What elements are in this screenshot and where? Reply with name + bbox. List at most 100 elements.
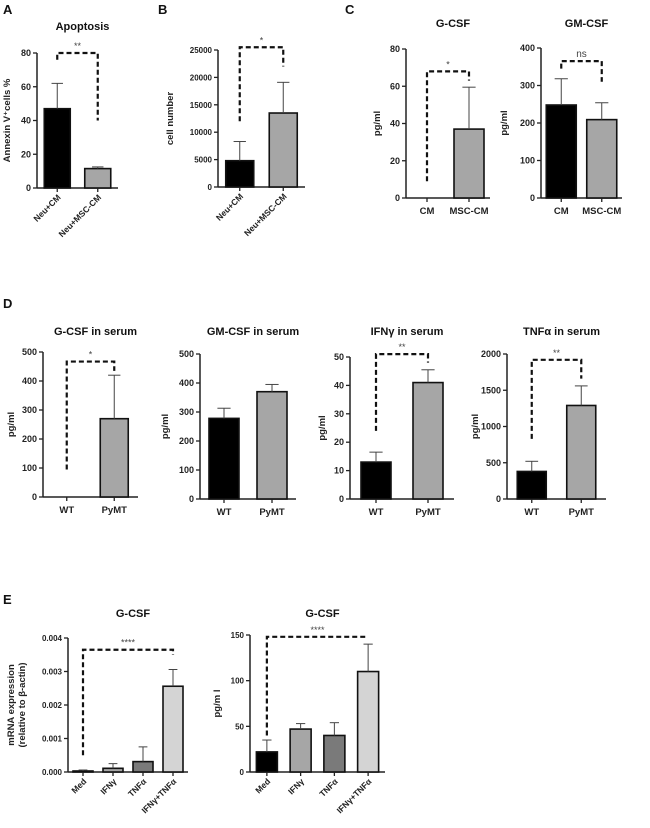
y-axis-label: pg/m l: [212, 690, 223, 718]
y-tick-label: 400: [179, 378, 194, 388]
x-tick-label: WT: [369, 507, 384, 518]
y-tick-label: 200: [179, 436, 194, 446]
x-tick-label: PyMT: [415, 507, 441, 518]
y-tick-label: 2000: [481, 349, 501, 359]
y-tick-label: 0.001: [42, 735, 63, 744]
y-tick-label: 80: [21, 48, 31, 58]
y-tick-label: 500: [22, 347, 37, 357]
x-tick-label: PyMT: [259, 507, 285, 518]
x-tick-label: PyMT: [569, 507, 595, 518]
chart-title: GM-CSF in serum: [207, 326, 300, 338]
chart-title: G-CSF: [116, 608, 151, 620]
panel-letter-d: D: [3, 296, 13, 311]
significance-bracket: [265, 635, 369, 736]
chart-C-gmcsf: 0 100 200 300 400 CM MSC-CM ns GM-CSF pg/ml: [499, 18, 622, 217]
chart-title: IFNγ in serum: [371, 326, 444, 338]
x-tick-label: Med: [253, 776, 272, 795]
y-tick-label: 0: [189, 494, 194, 504]
y-tick-label: 400: [520, 43, 535, 53]
bar-0: [516, 470, 548, 500]
y-tick-label: 50: [334, 352, 344, 362]
y-tick-label: 60: [390, 81, 400, 91]
y-axis-label: (relative to β-actin): [17, 663, 28, 748]
y-tick-label: 1500: [481, 385, 501, 395]
bar-1: [268, 112, 299, 188]
bar-0: [255, 751, 279, 773]
bar-1: [256, 390, 288, 500]
significance-bracket: [530, 358, 583, 439]
y-tick-label: 25000: [190, 46, 213, 55]
y-tick-label: 100: [22, 463, 37, 473]
significance-label: *: [446, 59, 450, 69]
x-tick-label: CM: [420, 206, 435, 217]
y-axis-label: pg/ml: [499, 110, 510, 135]
y-tick-label: 300: [520, 81, 535, 91]
bar-0: [208, 417, 240, 500]
y-tick-label: 200: [22, 434, 37, 444]
y-tick-label: 0: [530, 193, 535, 203]
y-tick-label: 0.002: [42, 701, 63, 710]
chart-title: G-CSF in serum: [54, 326, 137, 338]
y-axis-label: mRNA expression: [6, 664, 17, 746]
y-tick-label: 20: [390, 156, 400, 166]
significance-label: **: [398, 342, 406, 352]
y-tick-label: 0: [26, 183, 31, 193]
y-tick-label: 20: [21, 149, 31, 159]
x-tick-label: Neu+MSC-CM: [57, 192, 104, 239]
significance-bracket: [560, 60, 603, 82]
bar-1: [99, 417, 130, 498]
bar-3: [162, 685, 184, 773]
y-tick-label: 0: [395, 193, 400, 203]
significance-bracket: [374, 353, 430, 431]
bar-1: [102, 767, 124, 773]
significance-label: ****: [310, 625, 325, 635]
x-tick-label: WT: [59, 505, 74, 516]
y-tick-label: 80: [390, 44, 400, 54]
chart-title: Apoptosis: [56, 21, 110, 33]
y-axis-label: pg/ml: [372, 111, 383, 136]
bar-0: [72, 770, 94, 773]
significance-label: *: [89, 350, 93, 360]
y-tick-label: 100: [520, 156, 535, 166]
bar-0: [545, 104, 578, 199]
significance-bracket: [81, 648, 175, 756]
y-tick-label: 40: [21, 116, 31, 126]
y-tick-label: 0.000: [42, 768, 63, 777]
y-tick-label: 0.003: [42, 668, 63, 677]
significance-bracket: [65, 360, 116, 470]
significance-bracket: [238, 46, 285, 122]
y-tick-label: 150: [231, 631, 245, 640]
x-tick-label: CM: [554, 206, 569, 217]
x-tick-label: WT: [217, 507, 232, 518]
x-tick-label: Med: [69, 776, 88, 795]
bar-3: [356, 670, 380, 773]
bar-1: [412, 381, 444, 500]
y-axis-label: pg/ml: [6, 412, 17, 437]
chart-title: G-CSF: [305, 608, 340, 620]
y-axis-label: pg/ml: [317, 415, 328, 440]
x-tick-label: WT: [524, 507, 539, 518]
bar-2: [132, 760, 154, 773]
chart-D-gmcsf-serum: 0 100 200 300 400 500 WT PyMT GM-CSF in serum pg/…: [160, 326, 299, 518]
significance-bracket: [425, 70, 471, 182]
y-tick-label: 100: [231, 677, 245, 686]
y-tick-label: 40: [390, 119, 400, 129]
y-tick-label: 300: [22, 405, 37, 415]
chart-B-cell-number: 0 5000 10000 15000 20000 25000 Neu+CMNeu+MSC-C…: [165, 35, 305, 238]
x-tick-label: MSC-CM: [582, 206, 621, 217]
y-tick-label: 5000: [194, 156, 212, 165]
y-axis-label: pg/ml: [160, 414, 171, 439]
panel-letter-e: E: [3, 592, 12, 607]
chart-D-tnfa-serum: 0 500 1000 1500 2000 WT PyMT ** TNFα in serum pg/…: [470, 326, 606, 518]
y-tick-label: 10000: [190, 128, 213, 137]
y-tick-label: 20000: [190, 73, 213, 82]
y-axis-label: Annexin V⁺cells %: [2, 78, 13, 162]
x-tick-label: IFNγ: [286, 776, 306, 796]
panel-letter-b: B: [158, 2, 168, 17]
y-tick-label: 30: [334, 409, 344, 419]
y-tick-label: 0: [240, 768, 245, 777]
y-axis-label: cell number: [165, 92, 176, 146]
